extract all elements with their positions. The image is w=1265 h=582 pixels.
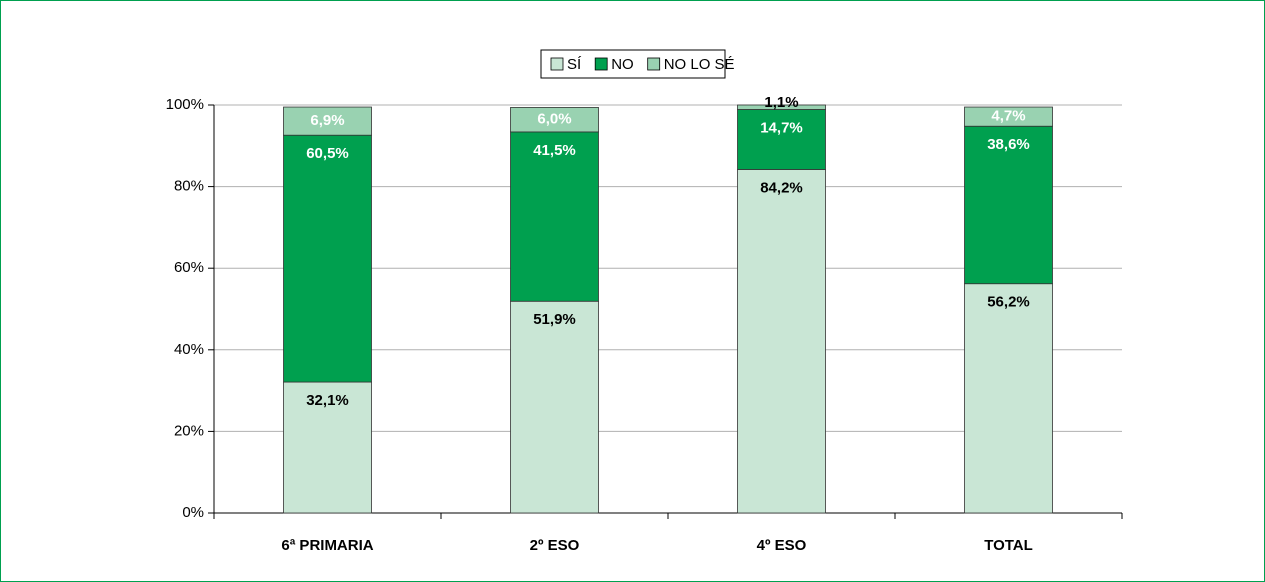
bar-segment — [737, 104, 826, 110]
y-tick-label: 60% — [174, 259, 204, 276]
bar-segment — [510, 107, 599, 133]
data-label: 32,1% — [306, 392, 349, 409]
legend-swatch — [594, 57, 608, 71]
y-tick-label: 80% — [174, 178, 204, 195]
bar-segment — [737, 109, 826, 170]
data-label: 6,0% — [537, 111, 571, 128]
data-label: 6,9% — [310, 112, 344, 129]
legend-label: NO LO SÉ — [664, 56, 735, 73]
data-label: 4,7% — [991, 108, 1025, 125]
data-label: 14,7% — [760, 119, 803, 136]
legend-label: NO — [611, 56, 634, 73]
x-tick-label: 6ª PRIMARIA — [281, 537, 373, 554]
y-tick-label: 0% — [182, 504, 204, 521]
bar-segment — [964, 283, 1053, 514]
data-label: 41,5% — [533, 142, 576, 159]
x-tick-label: TOTAL — [984, 537, 1033, 554]
data-label: 56,2% — [987, 294, 1030, 311]
bar-segment — [283, 134, 372, 383]
x-tick-label: 4º ESO — [757, 537, 807, 554]
y-tick-label: 20% — [174, 422, 204, 439]
bar-segment — [964, 106, 1053, 127]
legend-box — [540, 49, 726, 79]
bar-segment — [737, 169, 826, 514]
x-tick-label: 2º ESO — [530, 537, 580, 554]
bar-segment — [510, 300, 599, 514]
legend-swatch — [550, 57, 564, 71]
bar-segment — [964, 125, 1053, 285]
y-tick-label: 40% — [174, 341, 204, 358]
y-tick-label: 100% — [166, 96, 204, 113]
data-label: 84,2% — [760, 179, 803, 196]
bar-segment — [283, 106, 372, 136]
data-label: 51,9% — [533, 311, 576, 328]
legend-swatch — [647, 57, 661, 71]
data-label: 38,6% — [987, 136, 1030, 153]
data-label: 60,5% — [306, 145, 349, 162]
legend-label: SÍ — [567, 56, 582, 73]
data-label: 1,1% — [764, 94, 798, 111]
